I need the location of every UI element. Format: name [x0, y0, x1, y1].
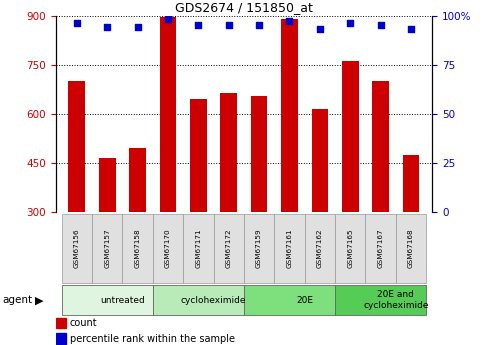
Bar — [99, 158, 115, 212]
Text: GSM67157: GSM67157 — [104, 229, 110, 268]
Point — [103, 24, 111, 30]
Bar — [281, 19, 298, 212]
Bar — [56, 318, 66, 328]
Bar — [342, 61, 358, 212]
Text: percentile rank within the sample: percentile rank within the sample — [70, 334, 235, 344]
Bar — [220, 92, 237, 212]
Text: GSM67172: GSM67172 — [226, 229, 232, 268]
FancyBboxPatch shape — [335, 285, 426, 315]
Text: GSM67167: GSM67167 — [378, 229, 384, 268]
FancyBboxPatch shape — [62, 285, 153, 315]
Point — [255, 23, 263, 28]
Title: GDS2674 / 151850_at: GDS2674 / 151850_at — [175, 1, 313, 14]
Text: GSM67162: GSM67162 — [317, 229, 323, 268]
Point — [285, 19, 293, 24]
FancyBboxPatch shape — [396, 214, 426, 283]
FancyBboxPatch shape — [244, 285, 335, 315]
FancyBboxPatch shape — [366, 214, 396, 283]
FancyBboxPatch shape — [153, 285, 244, 315]
Bar — [312, 109, 328, 212]
Bar — [251, 96, 268, 212]
Text: 20E and
cycloheximide: 20E and cycloheximide — [363, 290, 428, 310]
FancyBboxPatch shape — [305, 214, 335, 283]
FancyBboxPatch shape — [62, 214, 92, 283]
Point — [316, 27, 324, 32]
FancyBboxPatch shape — [335, 214, 366, 283]
Text: GSM67168: GSM67168 — [408, 229, 414, 268]
Text: GSM67159: GSM67159 — [256, 229, 262, 268]
Bar — [403, 155, 419, 212]
Point — [225, 23, 233, 28]
Text: GSM67170: GSM67170 — [165, 229, 171, 268]
Text: GSM67161: GSM67161 — [286, 229, 293, 268]
FancyBboxPatch shape — [92, 214, 122, 283]
Text: GSM67158: GSM67158 — [135, 229, 141, 268]
Bar — [129, 148, 146, 212]
Text: agent: agent — [2, 295, 32, 305]
FancyBboxPatch shape — [122, 214, 153, 283]
Text: GSM67171: GSM67171 — [195, 229, 201, 268]
Point — [134, 24, 142, 30]
Text: untreated: untreated — [100, 296, 145, 305]
Point — [377, 23, 384, 28]
Bar — [69, 81, 85, 212]
FancyBboxPatch shape — [244, 214, 274, 283]
Text: 20E: 20E — [296, 296, 313, 305]
FancyBboxPatch shape — [274, 214, 305, 283]
Point — [73, 21, 81, 26]
FancyBboxPatch shape — [213, 214, 244, 283]
Text: count: count — [70, 318, 98, 328]
Text: ▶: ▶ — [35, 295, 44, 305]
FancyBboxPatch shape — [153, 214, 183, 283]
Text: GSM67165: GSM67165 — [347, 229, 353, 268]
Bar — [190, 99, 207, 212]
Bar — [372, 81, 389, 212]
Text: GSM67156: GSM67156 — [74, 229, 80, 268]
FancyBboxPatch shape — [183, 214, 213, 283]
Point — [346, 21, 354, 26]
Bar — [56, 333, 66, 344]
Bar — [159, 17, 176, 212]
Point — [164, 17, 172, 22]
Point — [407, 27, 415, 32]
Text: cycloheximide: cycloheximide — [181, 296, 246, 305]
Point — [195, 23, 202, 28]
